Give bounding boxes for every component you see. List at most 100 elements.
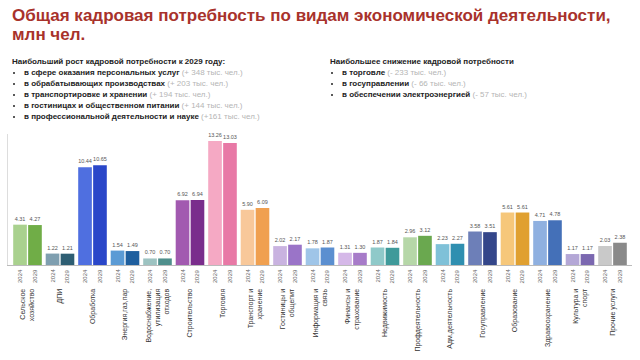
svg-text:Образование: Образование [511,289,519,332]
svg-text:4.27: 4.27 [30,216,41,222]
svg-text:2024: 2024 [82,269,88,283]
svg-text:2029: 2029 [64,269,70,283]
svg-text:2.17: 2.17 [290,236,301,242]
svg-text:5.61: 5.61 [517,204,528,210]
svg-text:2029: 2029 [324,269,330,283]
svg-text:Транспорт ихранение: Транспорт ихранение [247,289,264,329]
svg-text:2024: 2024 [537,269,543,283]
svg-text:Финансы истрахование: Финансы истрахование [344,289,361,330]
html-text:Наибольший рост кадровой потре: Наибольший рост кадровой потребности к 2… [12,57,226,66]
svg-text:2024: 2024 [50,269,56,283]
html-text:в транспортировке и хранении (: в транспортировке и хранении (+ 194 тыс.… [24,90,211,99]
svg-text:2029: 2029 [519,269,525,283]
svg-text:2029: 2029 [292,269,298,283]
svg-text:Гостиницы иобщепит: Гостиницы иобщепит [279,288,296,329]
html-text:в сфере оказания персональных: в сфере оказания персональных услуг (+ 3… [24,68,243,77]
svg-text:2024: 2024 [407,269,413,283]
svg-text:2024: 2024 [277,269,283,283]
svg-text:2024: 2024 [245,269,251,283]
svg-text:1.87: 1.87 [372,239,383,245]
svg-text:2024: 2024 [342,269,348,283]
svg-text:Строительство: Строительство [186,289,194,338]
html-text:Общая кадровая потребность по: Общая кадровая потребность по видам экон… [12,6,611,44]
svg-text:1.87: 1.87 [322,239,333,245]
svg-text:2.96: 2.96 [405,228,416,234]
svg-text:6.09: 6.09 [257,199,268,205]
svg-text:2029: 2029 [32,269,38,283]
svg-text:2029: 2029 [357,269,363,283]
svg-text:2029: 2029 [97,269,103,283]
svg-text:2024: 2024 [472,269,478,283]
svg-text:1.17: 1.17 [582,245,593,251]
svg-text:4.78: 4.78 [550,211,561,217]
svg-text:2029: 2029 [162,269,168,283]
svg-text:Недвижимость: Недвижимость [381,288,389,337]
svg-text:3.58: 3.58 [470,223,481,229]
svg-text:2029: 2029 [454,269,460,283]
svg-text:1.49: 1.49 [127,242,138,248]
svg-text:2029: 2029 [552,269,558,283]
svg-text:0.70: 0.70 [145,249,156,255]
svg-text:ДПИ: ДПИ [56,289,64,304]
svg-text:Культура испорт: Культура испорт [572,288,589,324]
svg-text:6.92: 6.92 [177,191,188,197]
svg-text:1.22: 1.22 [47,245,58,251]
svg-text:Водоснабжение,утилизацияотходо: Водоснабжение,утилизацияотходов [145,289,171,343]
svg-text:2029: 2029 [259,269,265,283]
svg-text:2024: 2024 [180,269,186,283]
svg-text:2.03: 2.03 [600,237,611,243]
svg-text:2024: 2024 [375,269,381,283]
svg-text:13.03: 13.03 [223,134,237,140]
svg-text:2024: 2024 [440,269,446,283]
svg-text:6.94: 6.94 [192,191,203,197]
svg-text:2029: 2029 [194,269,200,283]
svg-text:2024: 2024 [147,269,153,283]
svg-text:Прочие услуги: Прочие услуги [609,289,617,336]
svg-text:1.78: 1.78 [307,239,318,245]
svg-text:2024: 2024 [17,269,23,283]
svg-text:2029: 2029 [389,269,395,283]
svg-text:3.12: 3.12 [420,227,431,233]
html-text:в обрабатывающих производствах: в обрабатывающих производствах (+ 203 ты… [24,79,229,88]
svg-text:Информация исвязь: Информация исвязь [312,288,328,337]
svg-text:1.21: 1.21 [62,245,73,251]
svg-text:Профдеятельность: Профдеятельность [414,288,422,351]
svg-text:1.30: 1.30 [355,244,366,250]
svg-text:2029: 2029 [129,269,135,283]
svg-text:Адм.деятельность: Адм.деятельность [446,288,454,348]
svg-text:3.51: 3.51 [485,223,496,229]
svg-text:2.38: 2.38 [615,234,626,240]
svg-text:Сельскоехозяйство: Сельскоехозяйство [19,289,35,321]
svg-text:1.17: 1.17 [567,245,578,251]
svg-text:2024: 2024 [310,269,316,283]
svg-text:4.71: 4.71 [535,212,546,218]
svg-text:13.26: 13.26 [208,132,222,138]
svg-text:2.23: 2.23 [437,235,448,241]
svg-text:2024: 2024 [505,269,511,283]
svg-text:10.65: 10.65 [93,156,107,162]
svg-text:1.84: 1.84 [387,239,398,245]
svg-text:2024: 2024 [570,269,576,283]
svg-text:1.54: 1.54 [112,242,123,248]
svg-text:2024: 2024 [212,269,218,283]
svg-text:Энергия,газ,пар: Энергия,газ,пар [121,289,129,341]
svg-text:2029: 2029 [584,269,590,283]
svg-text:2029: 2029 [617,269,623,283]
svg-text:2024: 2024 [115,269,121,283]
svg-text:4.31: 4.31 [15,216,26,222]
svg-text:2029: 2029 [227,269,233,283]
svg-text:5.61: 5.61 [502,204,513,210]
svg-text:2029: 2029 [422,269,428,283]
svg-text:0.70: 0.70 [160,249,171,255]
svg-text:2029: 2029 [487,269,493,283]
svg-text:1.31: 1.31 [340,244,351,250]
svg-text:Здравоохранение: Здравоохранение [544,289,552,347]
svg-text:2024: 2024 [602,269,608,283]
svg-text:10.44: 10.44 [78,158,92,164]
svg-text:2.02: 2.02 [275,237,286,243]
svg-text:Обработка: Обработка [89,289,97,324]
svg-text:Торговля: Торговля [219,289,227,318]
svg-text:Госуправление: Госуправление [479,289,487,338]
svg-text:5.90: 5.90 [242,201,253,207]
svg-text:2.27: 2.27 [452,235,463,241]
